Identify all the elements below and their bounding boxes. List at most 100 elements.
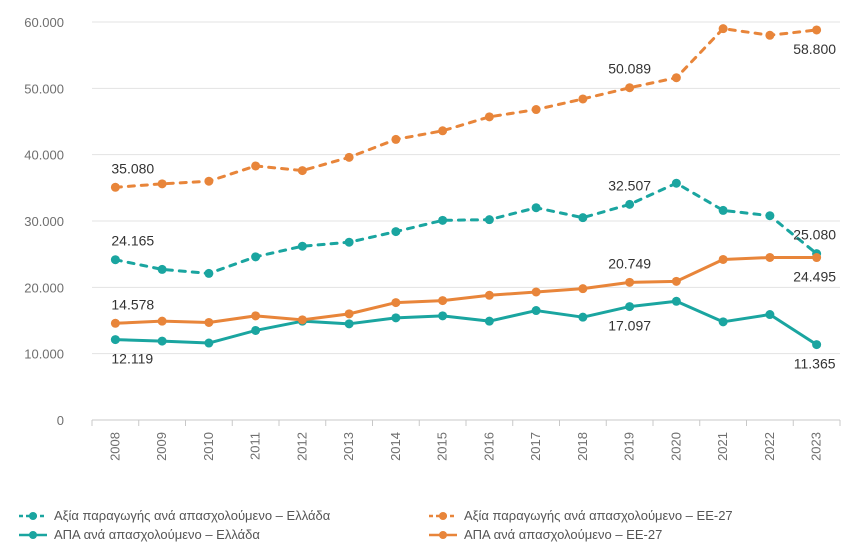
data-labels: 24.165 32.507 25.080 35.080 50.089 58.800 12.1… — [111, 41, 836, 372]
data-label: 24.165 — [111, 233, 154, 249]
data-point — [204, 317, 214, 327]
data-label: 14.578 — [111, 296, 154, 312]
data-point — [251, 325, 261, 335]
data-point — [438, 215, 448, 225]
data-point — [718, 317, 728, 327]
data-point — [157, 336, 167, 346]
data-point — [484, 290, 494, 300]
data-point — [765, 30, 775, 40]
series-line-0 — [113, 181, 819, 275]
y-tick-label: 30.000 — [24, 214, 64, 229]
data-point — [110, 335, 120, 345]
legend-item-gross-output-greece: Αξία παραγωγής ανά απασχολούμενο – Ελλάδ… — [18, 508, 428, 523]
legend-swatch-dashed-teal-icon — [19, 511, 47, 520]
y-gridlines — [92, 21, 840, 355]
data-label: 50.089 — [608, 61, 651, 77]
data-point — [391, 313, 401, 323]
data-point — [718, 254, 728, 264]
line-chart: 0 10.000 20.000 30.000 40.000 50.000 60.000 20… — [24, 15, 841, 461]
x-tick-label: 2021 — [715, 432, 730, 461]
data-point — [344, 152, 354, 162]
data-label: 11.365 — [794, 356, 836, 372]
data-point — [625, 199, 635, 209]
x-tick-label: 2023 — [809, 432, 824, 461]
legend-item-gva-eu27: ΑΠΑ ανά απασχολούμενο – ΕΕ-27 — [428, 527, 848, 542]
data-point — [625, 302, 635, 312]
data-point — [718, 24, 728, 34]
data-point — [251, 161, 261, 171]
data-point — [671, 296, 681, 306]
y-tick-label: 50.000 — [24, 81, 64, 96]
data-label: 25.080 — [793, 227, 836, 243]
data-point — [344, 237, 354, 247]
data-point — [438, 311, 448, 321]
data-point — [625, 83, 635, 93]
data-point — [625, 277, 635, 287]
data-point — [671, 276, 681, 286]
data-point — [157, 316, 167, 326]
data-point — [110, 318, 120, 328]
data-point — [671, 178, 681, 188]
data-point — [157, 264, 167, 274]
data-point — [251, 311, 261, 321]
data-point — [578, 94, 588, 104]
x-tick-label: 2016 — [481, 432, 496, 461]
y-tick-label: 20.000 — [24, 280, 64, 295]
data-point — [391, 227, 401, 237]
data-point — [484, 112, 494, 122]
legend-label: ΑΠΑ ανά απασχολούμενο – ΕΕ-27 — [464, 527, 663, 542]
legend-label: ΑΠΑ ανά απασχολούμενο – Ελλάδα — [54, 527, 260, 542]
data-point — [765, 211, 775, 221]
data-point — [718, 205, 728, 215]
x-tick-label: 2022 — [762, 432, 777, 461]
data-point — [110, 255, 120, 265]
legend-label: Αξία παραγωγής ανά απασχολούμενο – ΕΕ-27 — [464, 508, 733, 523]
x-tick-label: 2008 — [107, 432, 122, 461]
data-point — [157, 179, 167, 189]
legend-item-gross-output-eu27: Αξία παραγωγής ανά απασχολούμενο – ΕΕ-27 — [428, 508, 848, 523]
data-point — [484, 215, 494, 225]
data-point — [578, 213, 588, 223]
data-label: 58.800 — [793, 41, 836, 57]
data-point — [204, 268, 214, 278]
y-tick-label: 10.000 — [24, 347, 64, 362]
data-point — [344, 309, 354, 319]
y-tick-label: 40.000 — [24, 148, 64, 163]
data-point — [671, 73, 681, 83]
data-point — [204, 338, 214, 348]
data-point — [765, 252, 775, 262]
x-tick-label: 2019 — [622, 432, 637, 461]
y-tick-label: 60.000 — [24, 15, 64, 30]
data-point — [251, 252, 261, 262]
data-point — [297, 241, 307, 251]
data-point — [204, 176, 214, 186]
legend-swatch-dashed-orange-icon — [429, 511, 457, 520]
x-tick-label: 2009 — [154, 432, 169, 461]
data-point — [531, 203, 541, 213]
data-point — [765, 310, 775, 320]
data-point — [297, 166, 307, 176]
series-line-2 — [113, 299, 819, 347]
series-line-1 — [113, 27, 819, 189]
data-label: 20.749 — [608, 255, 651, 271]
x-tick-label: 2017 — [528, 432, 543, 461]
x-tick-label: 2014 — [388, 432, 403, 461]
data-point — [531, 105, 541, 115]
data-point — [812, 340, 822, 350]
x-tick-label: 2018 — [575, 432, 590, 461]
x-tick-label: 2013 — [341, 432, 356, 461]
data-point — [391, 298, 401, 308]
series-lines — [113, 27, 819, 347]
legend-label: Αξία παραγωγής ανά απασχολούμενο – Ελλάδ… — [54, 508, 331, 523]
data-point — [531, 306, 541, 316]
data-point — [812, 25, 822, 35]
data-point — [578, 284, 588, 294]
x-tick-label: 2020 — [668, 432, 683, 461]
x-tick-label: 2015 — [435, 432, 450, 461]
data-label: 17.097 — [608, 318, 651, 334]
legend-swatch-solid-orange-icon — [429, 530, 457, 539]
legend-item-gva-greece: ΑΠΑ ανά απασχολούμενο – Ελλάδα — [18, 527, 428, 542]
data-point — [438, 126, 448, 136]
data-point — [297, 315, 307, 325]
data-point — [344, 319, 354, 329]
